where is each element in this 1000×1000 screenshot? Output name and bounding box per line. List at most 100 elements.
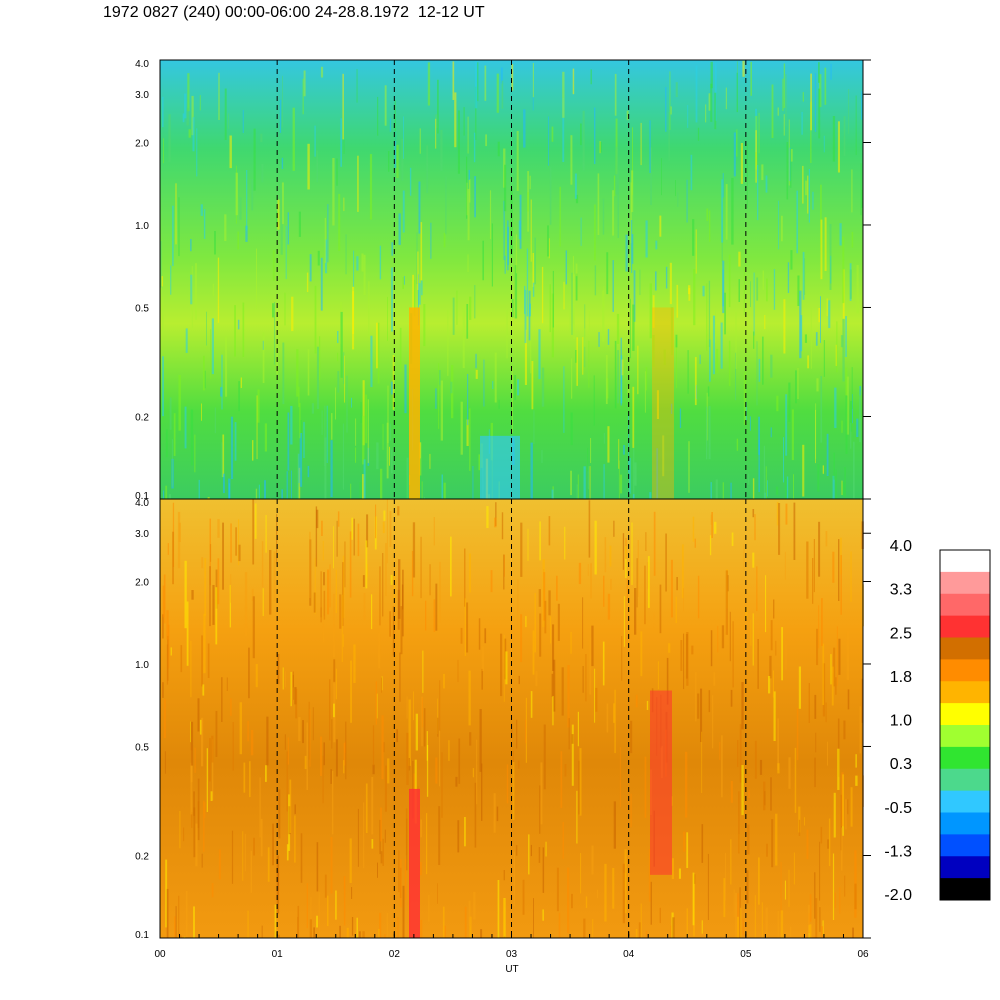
spectrogram-streak bbox=[570, 632, 572, 654]
spectrogram-streak bbox=[797, 367, 799, 399]
spectrogram-streak bbox=[588, 310, 590, 336]
spectrogram-streak bbox=[714, 92, 717, 130]
spectrogram-streak bbox=[756, 566, 758, 612]
spectrogram-streak bbox=[190, 762, 193, 815]
spectrogram-streak bbox=[501, 512, 504, 540]
spectrogram-streak bbox=[199, 719, 202, 735]
spectrogram-streak bbox=[494, 517, 497, 528]
spectrogram-streak bbox=[478, 454, 481, 471]
spectrogram-streak bbox=[329, 679, 331, 741]
spectrogram-streak bbox=[602, 290, 605, 342]
spectrogram-streak bbox=[162, 296, 164, 336]
spectrogram-streak bbox=[725, 184, 728, 240]
spectrogram-streak bbox=[552, 270, 554, 328]
spectrogram-streak bbox=[683, 831, 686, 852]
spectrogram-streak bbox=[253, 837, 255, 856]
spectrogram-streak bbox=[380, 851, 383, 864]
spectrogram-streak bbox=[743, 544, 745, 570]
spectrogram-streak bbox=[330, 837, 333, 894]
spectrogram-streak bbox=[804, 258, 806, 295]
spectrogram-streak bbox=[585, 896, 588, 908]
spectrogram-streak bbox=[714, 521, 717, 534]
spectrogram-streak bbox=[832, 853, 835, 920]
colorbar-label: -1.3 bbox=[884, 843, 912, 860]
spectrogram-streak bbox=[186, 107, 189, 126]
spectrogram-streak bbox=[332, 158, 335, 226]
spectrogram-feature bbox=[650, 690, 672, 875]
spectrogram-streak bbox=[833, 452, 835, 480]
spectrogram-streak bbox=[376, 322, 379, 369]
spectrogram-streak bbox=[226, 677, 228, 691]
spectrogram-streak bbox=[228, 113, 230, 129]
spectrogram-streak bbox=[840, 794, 842, 851]
spectrogram-streak bbox=[330, 769, 332, 784]
spectrogram-streak bbox=[162, 585, 165, 618]
spectrogram-streak bbox=[343, 197, 345, 212]
spectrogram-streak bbox=[382, 838, 384, 866]
spectrogram-streak bbox=[460, 401, 463, 455]
x-tick-label: 02 bbox=[389, 949, 401, 960]
spectrogram-streak bbox=[630, 720, 633, 754]
spectrogram-streak bbox=[351, 397, 352, 408]
spectrogram-streak bbox=[844, 467, 846, 498]
spectrogram-streak bbox=[524, 329, 527, 385]
spectrogram-streak bbox=[582, 666, 584, 693]
spectrogram-streak bbox=[339, 594, 342, 629]
spectrogram-streak bbox=[362, 931, 365, 938]
spectrogram-streak bbox=[357, 523, 360, 557]
spectrogram-streak bbox=[523, 109, 526, 148]
spectrogram-streak bbox=[464, 548, 466, 607]
spectrogram-streak bbox=[174, 916, 176, 938]
spectrogram-streak bbox=[766, 480, 768, 497]
spectrogram-streak bbox=[315, 506, 318, 567]
spectrogram-streak bbox=[210, 791, 213, 801]
spectrogram-streak bbox=[325, 239, 328, 274]
spectrogram-streak bbox=[291, 470, 292, 499]
spectrogram-streak bbox=[752, 478, 755, 499]
spectrogram-streak bbox=[350, 660, 352, 723]
spectrogram-streak bbox=[183, 936, 186, 938]
spectrogram-streak bbox=[303, 70, 306, 97]
spectrogram-streak bbox=[755, 130, 757, 183]
spectrogram-streak bbox=[327, 204, 329, 263]
spectrogram-streak bbox=[313, 927, 315, 938]
spectrogram-streak bbox=[708, 93, 711, 111]
spectrogram-streak bbox=[397, 917, 399, 938]
spectrogram-streak bbox=[635, 694, 638, 708]
spectrogram-streak bbox=[204, 370, 206, 389]
spectrogram-streak bbox=[314, 125, 316, 157]
spectrogram-streak bbox=[439, 561, 441, 623]
spectrogram-streak bbox=[644, 565, 646, 625]
spectrogram-streak bbox=[742, 60, 745, 77]
spectrogram-streak bbox=[463, 107, 465, 136]
spectrogram-streak bbox=[457, 820, 460, 853]
spectrogram-streak bbox=[733, 132, 736, 177]
spectrogram-streak bbox=[179, 935, 182, 938]
spectrogram-streak bbox=[457, 659, 459, 683]
spectrogram-streak bbox=[614, 689, 616, 754]
spectrogram-streak bbox=[575, 273, 578, 301]
spectrogram-streak bbox=[486, 506, 489, 528]
spectrogram-streak bbox=[842, 482, 845, 497]
spectrogram-streak bbox=[294, 804, 296, 814]
spectrogram-streak bbox=[527, 192, 529, 212]
spectrogram-streak bbox=[804, 334, 807, 343]
spectrogram-streak bbox=[670, 307, 674, 356]
spectrogram-streak bbox=[231, 830, 234, 884]
spectrogram-streak bbox=[846, 630, 849, 680]
spectrogram-streak bbox=[759, 759, 763, 775]
spectrogram-streak bbox=[771, 84, 774, 138]
spectrogram-streak bbox=[733, 889, 735, 917]
spectrogram-streak bbox=[206, 748, 208, 812]
spectrogram-streak bbox=[421, 481, 423, 499]
spectrogram-streak bbox=[594, 265, 597, 296]
spectrogram-streak bbox=[504, 255, 506, 274]
spectrogram-streak bbox=[406, 696, 408, 719]
spectrogram-streak bbox=[281, 157, 284, 169]
spectrogram-streak bbox=[542, 909, 544, 921]
spectrogram-streak bbox=[765, 575, 767, 633]
spectrogram-streak bbox=[633, 447, 635, 499]
spectrogram-streak bbox=[522, 879, 525, 915]
spectrogram-streak bbox=[849, 269, 852, 299]
spectrogram-streak bbox=[843, 116, 846, 156]
